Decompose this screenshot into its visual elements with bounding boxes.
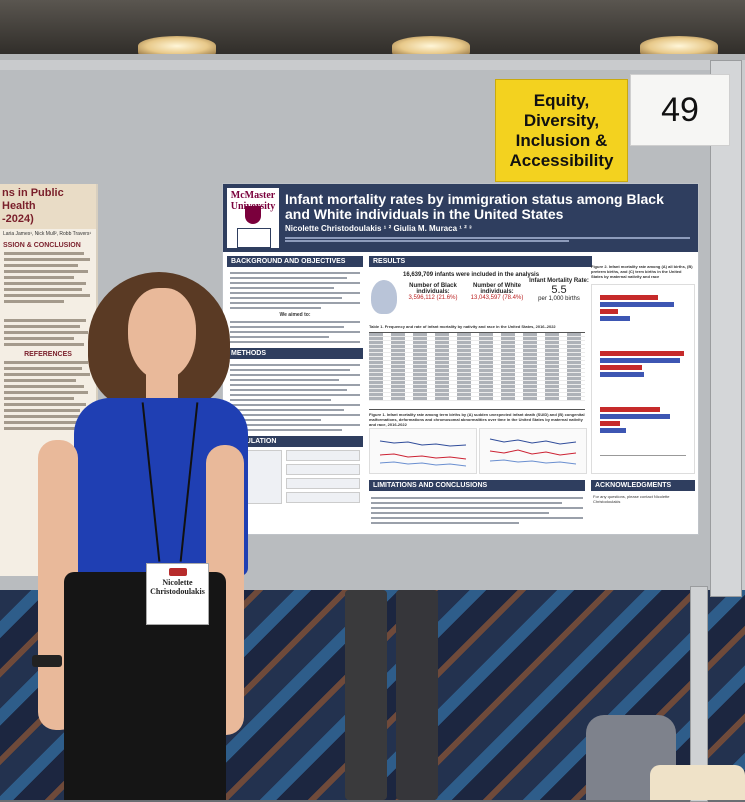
board-edge <box>710 60 742 597</box>
rate-value: 5.5 <box>551 284 567 296</box>
black-count-label: Number of Black individuals: <box>409 283 457 295</box>
ceiling-light <box>138 36 216 56</box>
limitations-text <box>371 494 583 527</box>
rate-unit: per 1,000 births <box>538 296 580 302</box>
data-table <box>369 332 585 410</box>
visitor-leg <box>345 590 387 800</box>
sign-line: Equity, <box>533 90 590 110</box>
university-logo: McMaster University <box>227 188 279 248</box>
section-header: LIMITATIONS AND CONCLUSIONS <box>369 480 585 491</box>
lab-logo-icon <box>237 228 271 248</box>
white-count-label: Number of White individuals: <box>473 283 521 295</box>
poster-affiliations <box>285 236 690 248</box>
badge-first-name: Nicolette <box>162 578 193 587</box>
section-header: POPULATION <box>227 436 363 447</box>
badge-last-name: Christodoulakis <box>150 587 205 596</box>
neighbor-poster-section: REFERENCES <box>24 351 72 358</box>
neighbor-poster-authors: Laria James¹, Nick Mull², Robb Travers¹ <box>3 231 92 237</box>
poster-title: Infant mortality rates by immigration st… <box>285 191 664 222</box>
section-header: BACKGROUND AND OBJECTIVES <box>227 256 363 267</box>
line-chart-a <box>369 428 477 474</box>
name-badge: Nicolette Christodoulakis <box>146 563 209 625</box>
table-caption: Table 1. Frequency and rate of infant mo… <box>369 324 556 329</box>
contact-text: For any questions, please contact Nicole… <box>593 494 670 504</box>
watch-icon <box>32 655 62 667</box>
sign-line: Diversity, <box>523 110 600 130</box>
white-count-value: 13,043,597 (78.4%) <box>470 295 524 301</box>
ceiling-light <box>392 36 470 56</box>
section-header: RESULTS <box>369 256 592 267</box>
line-chart-a-svg <box>379 440 467 467</box>
research-poster: McMaster University Infant mortality rat… <box>222 183 699 535</box>
edi-sign: Equity, Diversity, Inclusion & Accessibi… <box>495 79 628 182</box>
booth-number: 49 <box>630 74 730 146</box>
neighbor-poster-section: SSION & CONCLUSION <box>3 242 81 249</box>
ceiling <box>0 0 745 58</box>
presenter-face <box>128 288 196 380</box>
ceiling-light <box>640 36 718 56</box>
bag <box>650 765 745 800</box>
visitor-leg <box>396 590 438 800</box>
section-header: ACKNOWLEDGMENTS <box>591 480 695 491</box>
rate-label: Infant Mortality Rate: <box>529 278 589 284</box>
line-chart-b-svg <box>489 438 577 465</box>
line-chart-b <box>479 428 587 474</box>
bar-chart-figure2 <box>591 284 695 474</box>
section-header: METHODS <box>227 348 363 359</box>
sign-line: Accessibility <box>509 150 614 170</box>
poster-header: McMaster University Infant mortality rat… <box>223 184 698 252</box>
infant-icon <box>371 280 397 314</box>
neighbor-poster-title: ns in Public Health -2024) <box>0 184 96 229</box>
poster-authors: Nicolette Christodoulakis ¹ ² Giulia M. … <box>285 224 472 233</box>
figure1-caption: Figure 1. Infant mortality rate among te… <box>369 412 585 427</box>
figure2-caption: Figure 2. Infant mortality rate among (A… <box>591 264 693 279</box>
poster-right-column: RESULTS 16,639,709 infants were included… <box>369 256 695 530</box>
black-count-value: 3,596,112 (21.6%) <box>408 295 458 301</box>
results-summary: 16,639,709 infants were included in the … <box>369 270 589 322</box>
aim-label: We aimed to: <box>279 312 311 318</box>
crest-icon <box>245 206 261 224</box>
infants-count: 16,639,709 infants were included in the … <box>403 272 540 278</box>
badge-logo-icon <box>168 568 187 576</box>
sign-line: Inclusion & <box>515 130 608 150</box>
poster-left-column: BACKGROUND AND OBJECTIVES We aimed to: M… <box>227 256 363 530</box>
